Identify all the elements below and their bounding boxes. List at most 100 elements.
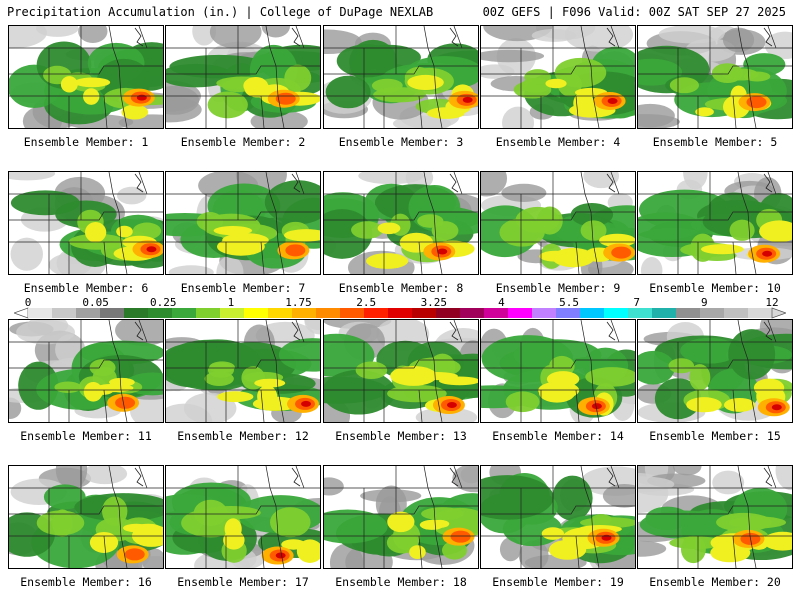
ensemble-member-map bbox=[637, 171, 793, 275]
member-label: Ensemble Member: 4 bbox=[495, 135, 621, 149]
colorbar-segment bbox=[460, 308, 485, 318]
colorbar-tick-label: 2.5 bbox=[356, 296, 377, 309]
colorbar-tick-label: 3.25 bbox=[420, 296, 448, 309]
ensemble-member-map bbox=[480, 319, 636, 423]
member-label: Ensemble Member: 5 bbox=[652, 135, 778, 149]
colorbar-segment bbox=[100, 308, 125, 318]
member-label: Ensemble Member: 11 bbox=[20, 429, 152, 443]
colorbar-segment bbox=[364, 308, 389, 318]
colorbar-segment bbox=[508, 308, 533, 318]
colorbar-segment bbox=[220, 308, 245, 318]
colorbar-segment bbox=[52, 308, 77, 318]
colorbar-segment bbox=[124, 308, 149, 318]
precipitation-field bbox=[9, 26, 163, 128]
colorbar-segment bbox=[628, 308, 653, 318]
ensemble-member-map bbox=[323, 171, 479, 275]
member-label: Ensemble Member: 17 bbox=[177, 575, 309, 589]
member-label: Ensemble Member: 6 bbox=[23, 281, 149, 295]
colorbar-segment bbox=[340, 308, 365, 318]
colorbar-segment bbox=[652, 308, 677, 318]
map-title: Precipitation Accumulation (in.) | Colle… bbox=[7, 5, 434, 19]
colorbar-segment bbox=[700, 308, 725, 318]
precipitation-field bbox=[9, 172, 163, 274]
colorbar-tick-label: 0 bbox=[24, 296, 32, 309]
precipitation-field bbox=[166, 466, 320, 568]
colorbar-tick-label: 12 bbox=[765, 296, 779, 309]
ensemble-member-map bbox=[8, 319, 164, 423]
colorbar-segment bbox=[172, 308, 197, 318]
colorbar-tick-label: 0.25 bbox=[150, 296, 177, 309]
colorbar-segment bbox=[436, 308, 461, 318]
ensemble-member-map bbox=[8, 25, 164, 129]
ensemble-member-map bbox=[323, 25, 479, 129]
colorbar-segment bbox=[604, 308, 629, 318]
member-label: Ensemble Member: 15 bbox=[649, 429, 781, 443]
colorbar-segment bbox=[244, 308, 269, 318]
ensemble-member-map bbox=[165, 171, 321, 275]
member-label: Ensemble Member: 12 bbox=[177, 429, 309, 443]
member-label: Ensemble Member: 13 bbox=[335, 429, 467, 443]
precipitation-field bbox=[9, 320, 163, 422]
colorbar-segment bbox=[532, 308, 557, 318]
member-label: Ensemble Member: 14 bbox=[492, 429, 624, 443]
ensemble-member-map bbox=[637, 25, 793, 129]
colorbar-segment bbox=[580, 308, 605, 318]
precipitation-field bbox=[481, 466, 635, 568]
member-label: Ensemble Member: 19 bbox=[492, 575, 624, 589]
ensemble-member-map bbox=[323, 319, 479, 423]
member-label: Ensemble Member: 16 bbox=[20, 575, 152, 589]
precipitation-field bbox=[638, 26, 792, 128]
ensemble-member-map bbox=[323, 465, 479, 569]
colorbar-segment bbox=[28, 308, 53, 318]
colorbar-tick-label: 1 bbox=[227, 296, 235, 309]
member-label: Ensemble Member: 2 bbox=[180, 135, 306, 149]
colorbar-segment bbox=[76, 308, 101, 318]
colorbar-segment bbox=[724, 308, 749, 318]
ensemble-member-map bbox=[637, 319, 793, 423]
ensemble-member-map bbox=[8, 171, 164, 275]
precipitation-field bbox=[481, 320, 635, 422]
ensemble-member-map bbox=[165, 319, 321, 423]
ensemble-member-map bbox=[480, 465, 636, 569]
colorbar-tick-label: 5.5 bbox=[559, 296, 580, 309]
colorbar-segment bbox=[316, 308, 341, 318]
colorbar-tick-label: 9 bbox=[701, 296, 708, 309]
colorbar-tick-label: 0.05 bbox=[82, 296, 109, 309]
precipitation-field bbox=[166, 26, 320, 128]
precipitation-field bbox=[324, 26, 478, 128]
colorbar-tick-label: 1.75 bbox=[285, 296, 312, 309]
member-label: Ensemble Member: 18 bbox=[335, 575, 467, 589]
ensemble-member-map bbox=[637, 465, 793, 569]
run-valid-time: 00Z GEFS | F096 Valid: 00Z SAT SEP 27 20… bbox=[482, 5, 786, 19]
colorbar-segment bbox=[148, 308, 173, 318]
colorbar-segment bbox=[484, 308, 509, 318]
colorbar-segment bbox=[556, 308, 581, 318]
colorbar-min-arrow bbox=[14, 307, 29, 319]
member-label: Ensemble Member: 3 bbox=[338, 135, 464, 149]
ensemble-member-map bbox=[165, 25, 321, 129]
member-label: Ensemble Member: 1 bbox=[23, 135, 149, 149]
colorbar-segment bbox=[268, 308, 293, 318]
precipitation-field bbox=[324, 172, 478, 274]
colorbar-max-arrow bbox=[771, 307, 786, 319]
precipitation-field bbox=[638, 466, 792, 568]
precipitation-field bbox=[481, 172, 635, 274]
precipitation-field bbox=[166, 320, 320, 422]
precipitation-colorbar bbox=[14, 307, 786, 319]
ensemble-member-map bbox=[165, 465, 321, 569]
member-label: Ensemble Member: 10 bbox=[649, 281, 781, 295]
colorbar-segment bbox=[292, 308, 317, 318]
ensemble-member-map bbox=[480, 25, 636, 129]
precipitation-field bbox=[638, 320, 792, 422]
precipitation-field bbox=[481, 26, 635, 128]
member-label: Ensemble Member: 20 bbox=[649, 575, 781, 589]
colorbar-segment bbox=[196, 308, 221, 318]
ensemble-member-map bbox=[8, 465, 164, 569]
colorbar-segment bbox=[412, 308, 437, 318]
precipitation-field bbox=[324, 320, 478, 422]
ensemble-member-map bbox=[480, 171, 636, 275]
colorbar-segment bbox=[388, 308, 413, 318]
precipitation-field bbox=[324, 466, 478, 568]
colorbar-segment bbox=[748, 308, 773, 318]
member-label: Ensemble Member: 9 bbox=[495, 281, 621, 295]
